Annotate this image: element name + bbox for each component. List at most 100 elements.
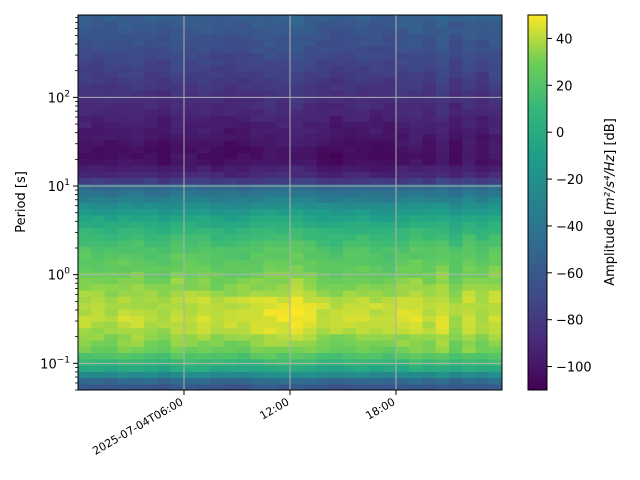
heatmap-cell bbox=[435, 190, 450, 197]
heatmap-cell bbox=[343, 358, 357, 366]
heatmap-cell bbox=[303, 71, 318, 79]
heatmap-cell bbox=[396, 65, 410, 72]
heatmap-cell bbox=[144, 152, 159, 160]
heatmap-cell bbox=[197, 333, 212, 341]
heatmap-cell bbox=[488, 377, 502, 385]
heatmap-cell bbox=[170, 127, 185, 135]
heatmap-cell bbox=[170, 40, 185, 47]
heatmap-cell bbox=[276, 71, 291, 79]
heatmap-cell bbox=[316, 333, 331, 341]
heatmap-cell bbox=[356, 65, 371, 72]
heatmap-cell bbox=[409, 371, 424, 379]
heatmap-cell bbox=[91, 27, 106, 35]
heatmap-cell bbox=[329, 227, 344, 235]
heatmap-cell bbox=[488, 208, 502, 216]
heatmap-cell bbox=[144, 165, 159, 172]
heatmap-cell bbox=[91, 221, 106, 229]
heatmap-cell bbox=[462, 77, 477, 85]
heatmap-cell bbox=[303, 352, 318, 360]
heatmap-cell bbox=[316, 158, 331, 166]
heatmap-cell bbox=[449, 327, 463, 335]
heatmap-cell bbox=[409, 340, 424, 347]
heatmap-cell bbox=[131, 333, 145, 341]
heatmap-cell bbox=[157, 227, 172, 235]
heatmap-cell bbox=[276, 21, 291, 29]
heatmap-cell bbox=[78, 27, 92, 35]
heatmap-cell bbox=[276, 258, 291, 266]
heatmap-cell bbox=[157, 71, 172, 79]
heatmap-cell bbox=[382, 127, 397, 135]
heatmap-cell bbox=[488, 283, 502, 291]
heatmap-cell bbox=[117, 296, 132, 304]
heatmap-cell bbox=[104, 227, 119, 235]
heatmap-cell bbox=[329, 146, 344, 154]
heatmap-cell bbox=[144, 171, 159, 179]
heatmap-cell bbox=[131, 202, 145, 210]
heatmap-cell bbox=[290, 265, 304, 272]
heatmap-cell bbox=[316, 121, 331, 129]
heatmap-cell bbox=[316, 377, 331, 385]
heatmap-cell bbox=[184, 340, 198, 347]
heatmap-cell bbox=[197, 196, 212, 204]
heatmap-cell bbox=[210, 258, 225, 266]
heatmap-cell bbox=[356, 58, 371, 66]
heatmap-cell bbox=[91, 340, 106, 347]
heatmap-cell bbox=[329, 190, 344, 197]
heatmap-cell bbox=[488, 165, 502, 172]
heatmap-cell bbox=[329, 233, 344, 241]
heatmap-cell bbox=[329, 346, 344, 354]
heatmap-cell bbox=[210, 340, 225, 347]
heatmap-cell bbox=[449, 158, 463, 166]
heatmap-cell bbox=[276, 133, 291, 141]
heatmap-cell bbox=[78, 177, 92, 185]
heatmap-cell bbox=[144, 102, 159, 110]
heatmap-cell bbox=[382, 133, 397, 141]
heatmap-cell bbox=[250, 346, 265, 354]
heatmap-cell bbox=[475, 165, 490, 172]
heatmap-cell bbox=[184, 346, 198, 354]
heatmap-cell bbox=[488, 121, 502, 129]
heatmap-cell bbox=[250, 202, 265, 210]
heatmap-cell bbox=[117, 383, 132, 390]
heatmap-cell bbox=[488, 258, 502, 266]
heatmap-cell bbox=[343, 58, 357, 66]
heatmap-cell bbox=[223, 183, 238, 191]
heatmap-cell bbox=[449, 146, 463, 154]
heatmap-cell bbox=[488, 365, 502, 372]
heatmap-cell bbox=[303, 152, 318, 160]
heatmap-cell bbox=[263, 377, 278, 385]
heatmap-cell bbox=[276, 327, 291, 335]
heatmap-cell bbox=[91, 90, 106, 97]
heatmap-cell bbox=[303, 227, 318, 235]
heatmap-cell bbox=[396, 127, 410, 135]
heatmap-cell bbox=[382, 77, 397, 85]
heatmap-cell bbox=[237, 115, 251, 122]
heatmap-cell bbox=[290, 296, 304, 304]
heatmap-cell bbox=[488, 227, 502, 235]
heatmap-cell bbox=[303, 108, 318, 116]
heatmap-cell bbox=[210, 308, 225, 316]
heatmap-cell bbox=[316, 190, 331, 197]
heatmap-cell bbox=[210, 40, 225, 47]
heatmap-cell bbox=[91, 265, 106, 272]
heatmap-cell bbox=[422, 190, 437, 197]
heatmap-cell bbox=[462, 327, 477, 335]
heatmap-cell bbox=[343, 346, 357, 354]
heatmap-cell bbox=[250, 83, 265, 91]
heatmap-cell bbox=[237, 46, 251, 54]
heatmap-cell bbox=[382, 158, 397, 166]
heatmap-cell bbox=[91, 65, 106, 72]
heatmap-cell bbox=[449, 58, 463, 66]
heatmap-cell bbox=[276, 140, 291, 147]
heatmap-cell bbox=[237, 58, 251, 66]
heatmap-cell bbox=[343, 83, 357, 91]
heatmap-cell bbox=[396, 208, 410, 216]
heatmap-cell bbox=[409, 233, 424, 241]
heatmap-cell bbox=[250, 158, 265, 166]
heatmap-cell bbox=[396, 146, 410, 154]
heatmap-cell bbox=[303, 65, 318, 72]
heatmap-cell bbox=[316, 252, 331, 260]
heatmap-cell bbox=[210, 127, 225, 135]
heatmap-cell bbox=[382, 177, 397, 185]
heatmap-cell bbox=[91, 71, 106, 79]
